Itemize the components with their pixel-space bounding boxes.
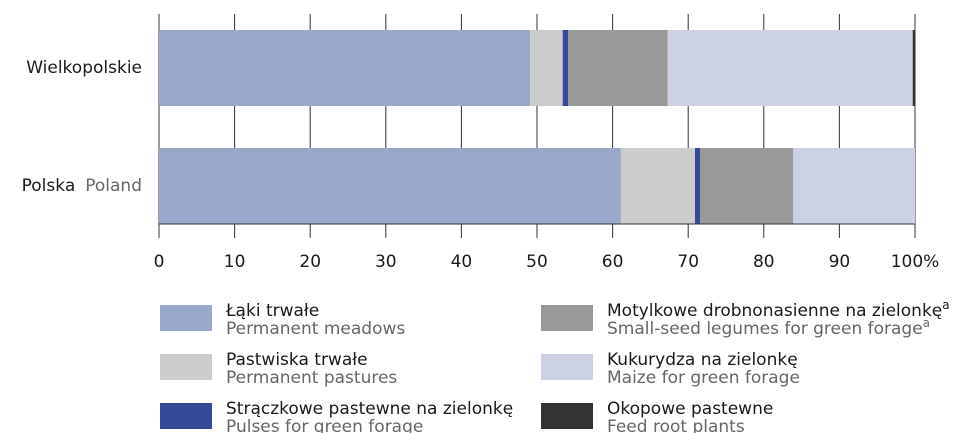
legend-name: Łąki trwałe [225,301,319,321]
legend-label: Kukurydza na zielonkę [607,350,798,370]
legend-label-en: Maize for green forage [607,368,800,388]
legend-note: a [923,316,930,330]
x-tick-label: 60 [602,252,624,272]
legend-name-en: Pulses for green forage [226,417,423,433]
legend-name-en: Feed root plants [607,417,745,433]
bar-segment [567,30,668,106]
legend-name-en: Maize for green forage [607,368,800,388]
bar-segment [700,148,794,224]
category-translation: Poland [85,176,142,196]
legend-label-en: Pulses for green forage [226,417,423,433]
category-name: Wielkopolskie [26,58,142,78]
x-tick-label: 20 [299,252,321,272]
legend-label-en: Small-seed legumes for green foragea [607,316,930,340]
bar-segment [159,148,621,224]
legend-label-en: Permanent pastures [226,368,397,388]
x-tick-label: 50 [526,252,548,272]
legend-label: Strączkowe pastewne na zielonkę [226,399,513,419]
legend-label-en: Permanent meadows [226,319,405,339]
bar-segment [695,148,701,224]
x-tick-label: 70 [677,252,699,272]
bar-segment [562,30,568,106]
legend-name: Motylkowe drobnonasienne na zielonkę [607,301,942,321]
legend-note: a [942,298,949,312]
legend-name: Pastwiska trwałe [226,350,368,370]
legend-swatch [541,403,593,429]
legend-swatch [541,305,593,331]
legend-name-en: Permanent meadows [226,319,405,339]
x-tick-label: 30 [375,252,397,272]
category-label: Wielkopolskie [26,58,142,78]
bar-segment [793,148,915,224]
legend-label: Motylkowe drobnonasienne na zielonkęa [607,298,950,322]
legend-name-en: Permanent pastures [226,368,397,388]
x-tick-label: 40 [451,252,473,272]
bar-segment [667,30,913,106]
legend-name: Strączkowe pastewne na zielonkę [226,399,513,419]
x-tick-label: 90 [829,252,851,272]
x-tick-label: 10 [224,252,246,272]
legend-name: Kukurydza na zielonkę [607,350,798,370]
bar-segment [530,30,563,106]
legend-label-en: Feed root plants [607,417,745,433]
legend-swatch [160,305,212,331]
bar-segment [620,148,696,224]
bar-segment [159,30,531,106]
category-name: Polska [22,176,76,196]
bar-segment [912,30,915,106]
x-tick-label: 0 [154,252,165,272]
x-tick-label: 100% [891,252,940,272]
category-label: Polska Poland [22,176,142,196]
x-tick-label: 80 [753,252,775,272]
legend-swatch [541,354,593,380]
legend-label: Okopowe pastewne [607,399,773,419]
legend-swatch [160,354,212,380]
legend-swatch [160,403,212,429]
legend-label: Pastwiska trwałe [226,350,368,370]
legend-name: Okopowe pastewne [607,399,773,419]
legend-label: Łąki trwałe [225,301,319,321]
legend-name-en: Small-seed legumes for green forage [607,319,923,339]
